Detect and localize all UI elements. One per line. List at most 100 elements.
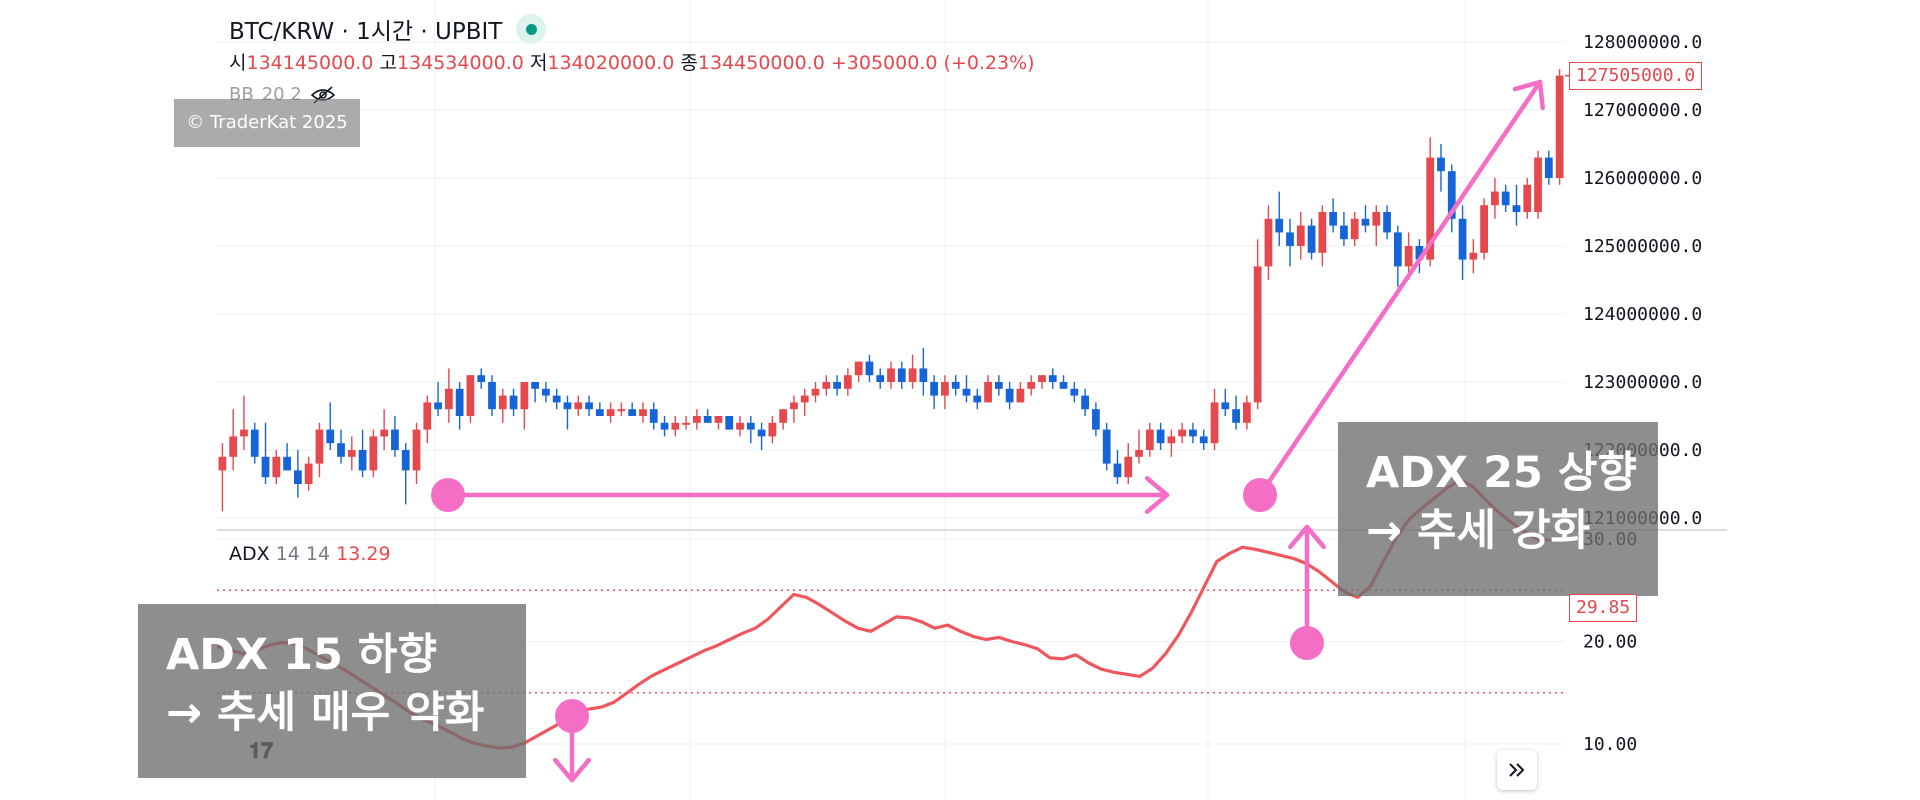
candle-body — [1501, 191, 1510, 206]
candle-up — [498, 388, 507, 423]
low-value: 134020000.0 — [547, 52, 675, 74]
candle-body — [1210, 402, 1219, 444]
candle-down — [401, 443, 410, 505]
callout-line: → 추세 매우 약화 — [166, 688, 485, 738]
adx-value: 13.29 — [336, 543, 391, 565]
candle-body — [369, 436, 378, 471]
market-status-icon[interactable] — [516, 14, 547, 44]
candle-up — [671, 416, 680, 437]
candle-up — [617, 402, 626, 416]
candle-up — [843, 368, 852, 396]
candle-down — [563, 395, 572, 430]
candle-body — [272, 456, 281, 478]
adx-legend[interactable]: ADX 14 14 13.29 — [229, 543, 391, 565]
candle-down — [1156, 422, 1165, 450]
candle-body — [1383, 212, 1391, 233]
candle-body — [218, 456, 227, 471]
candle-down — [962, 375, 971, 403]
candle-body — [887, 368, 895, 382]
candle-body — [585, 402, 593, 410]
candle-body — [628, 409, 637, 416]
candle-up — [574, 395, 583, 416]
candle-up — [1016, 382, 1025, 403]
candle-down — [628, 402, 637, 416]
candle-up — [1038, 375, 1046, 389]
candle-body — [1512, 205, 1521, 212]
candle-body — [520, 382, 529, 410]
high-label: 고 — [379, 52, 397, 74]
candle-down — [897, 361, 906, 389]
candle-down — [1501, 184, 1510, 212]
candle-body — [757, 429, 766, 437]
candle-body — [1178, 429, 1187, 437]
candle-body — [1199, 436, 1208, 444]
candle-body — [811, 388, 820, 396]
candle-down — [1275, 191, 1284, 246]
candle-body — [822, 382, 831, 389]
candle-body — [261, 456, 270, 478]
candle-body — [455, 388, 464, 416]
candle-body — [1124, 456, 1133, 478]
candle-body — [682, 422, 690, 425]
candle-body — [973, 395, 982, 403]
candle-body — [563, 402, 572, 410]
candle-body — [1113, 463, 1122, 478]
candle-body — [574, 402, 583, 410]
candle-up — [714, 416, 723, 430]
candle-body — [639, 409, 647, 416]
candle-up — [1242, 395, 1251, 430]
candle-down — [283, 443, 291, 471]
candle-body — [865, 361, 874, 376]
candle-down — [1361, 205, 1370, 233]
candle-up — [908, 354, 917, 389]
candle-body — [1156, 429, 1165, 444]
candle-down — [746, 416, 755, 444]
candle-body — [919, 368, 928, 382]
open-label: 시 — [229, 52, 247, 74]
adx-last-value-label: 29.85 — [1569, 594, 1638, 622]
candle-body — [315, 429, 324, 464]
candle-up — [240, 395, 248, 450]
candle-up — [822, 375, 831, 396]
candle-down — [531, 382, 540, 403]
candle-body — [1329, 212, 1338, 226]
candle-up — [790, 395, 798, 423]
candle-body — [380, 429, 389, 437]
candle-body — [1491, 191, 1499, 206]
arrow-head — [553, 757, 591, 783]
candle-body — [1555, 75, 1564, 178]
candle-body — [617, 409, 626, 412]
candle-down — [261, 422, 270, 484]
double-chevron-right-icon — [1509, 763, 1525, 777]
candle-body — [1437, 157, 1445, 172]
candle-up — [811, 382, 820, 403]
candle-body — [1340, 225, 1348, 240]
candle-down — [649, 402, 658, 430]
candle-down — [930, 375, 939, 410]
candle-body — [1286, 232, 1294, 246]
candle-up — [779, 409, 788, 430]
candle-down — [1512, 184, 1521, 226]
candle-down — [994, 375, 1003, 396]
candle-down — [455, 382, 464, 430]
arrow-head — [1144, 476, 1170, 514]
interval-label[interactable]: 1시간 — [356, 19, 414, 45]
candle-body — [1189, 429, 1197, 437]
candle-down — [703, 409, 712, 423]
candle-body — [606, 409, 615, 416]
candle-body — [326, 429, 335, 444]
candle-up — [682, 416, 690, 430]
candle-body — [800, 395, 809, 403]
candle-down — [1059, 375, 1068, 389]
candle-body — [1480, 205, 1489, 253]
scroll-to-realtime-button[interactable] — [1497, 750, 1537, 790]
adx-params: 14 14 — [275, 543, 331, 565]
open-value: 134145000.0 — [246, 52, 374, 74]
candle-down — [1458, 205, 1467, 280]
candle-body — [1393, 232, 1402, 267]
candle-body — [1092, 409, 1100, 430]
candle-body — [1469, 252, 1478, 260]
candle-up — [412, 422, 421, 484]
candle-down — [391, 416, 399, 457]
candle-body — [434, 402, 442, 410]
